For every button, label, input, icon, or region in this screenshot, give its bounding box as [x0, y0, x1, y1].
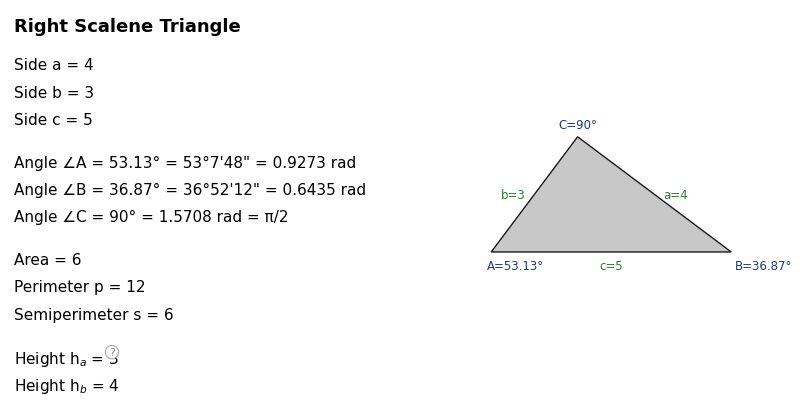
Text: a=4: a=4 [663, 188, 688, 201]
Text: Side a = 4: Side a = 4 [14, 58, 94, 73]
Text: Semiperimeter s = 6: Semiperimeter s = 6 [14, 307, 174, 322]
Text: ?: ? [109, 347, 115, 357]
Text: b=3: b=3 [501, 188, 526, 201]
Text: A=53.13°: A=53.13° [487, 259, 545, 273]
Text: Perimeter p = 12: Perimeter p = 12 [14, 279, 146, 294]
Polygon shape [491, 138, 731, 252]
Text: Area = 6: Area = 6 [14, 252, 82, 267]
Text: c=5: c=5 [599, 259, 623, 273]
Text: Side c = 5: Side c = 5 [14, 113, 93, 128]
Text: Angle ∠A = 53.13° = 53°7'48" = 0.9273 rad: Angle ∠A = 53.13° = 53°7'48" = 0.9273 ra… [14, 155, 356, 170]
Text: Angle ∠B = 36.87° = 36°52'12" = 0.6435 rad: Angle ∠B = 36.87° = 36°52'12" = 0.6435 r… [14, 182, 366, 197]
Text: B=36.87°: B=36.87° [735, 259, 793, 273]
Text: Right Scalene Triangle: Right Scalene Triangle [14, 18, 241, 36]
Text: Height h$_b$ = 4: Height h$_b$ = 4 [14, 377, 119, 395]
Text: Side b = 3: Side b = 3 [14, 85, 94, 100]
Text: Angle ∠C = 90° = 1.5708 rad = π/2: Angle ∠C = 90° = 1.5708 rad = π/2 [14, 210, 289, 225]
Text: Height h$_a$ = 3: Height h$_a$ = 3 [14, 349, 119, 368]
Text: C=90°: C=90° [558, 119, 597, 132]
